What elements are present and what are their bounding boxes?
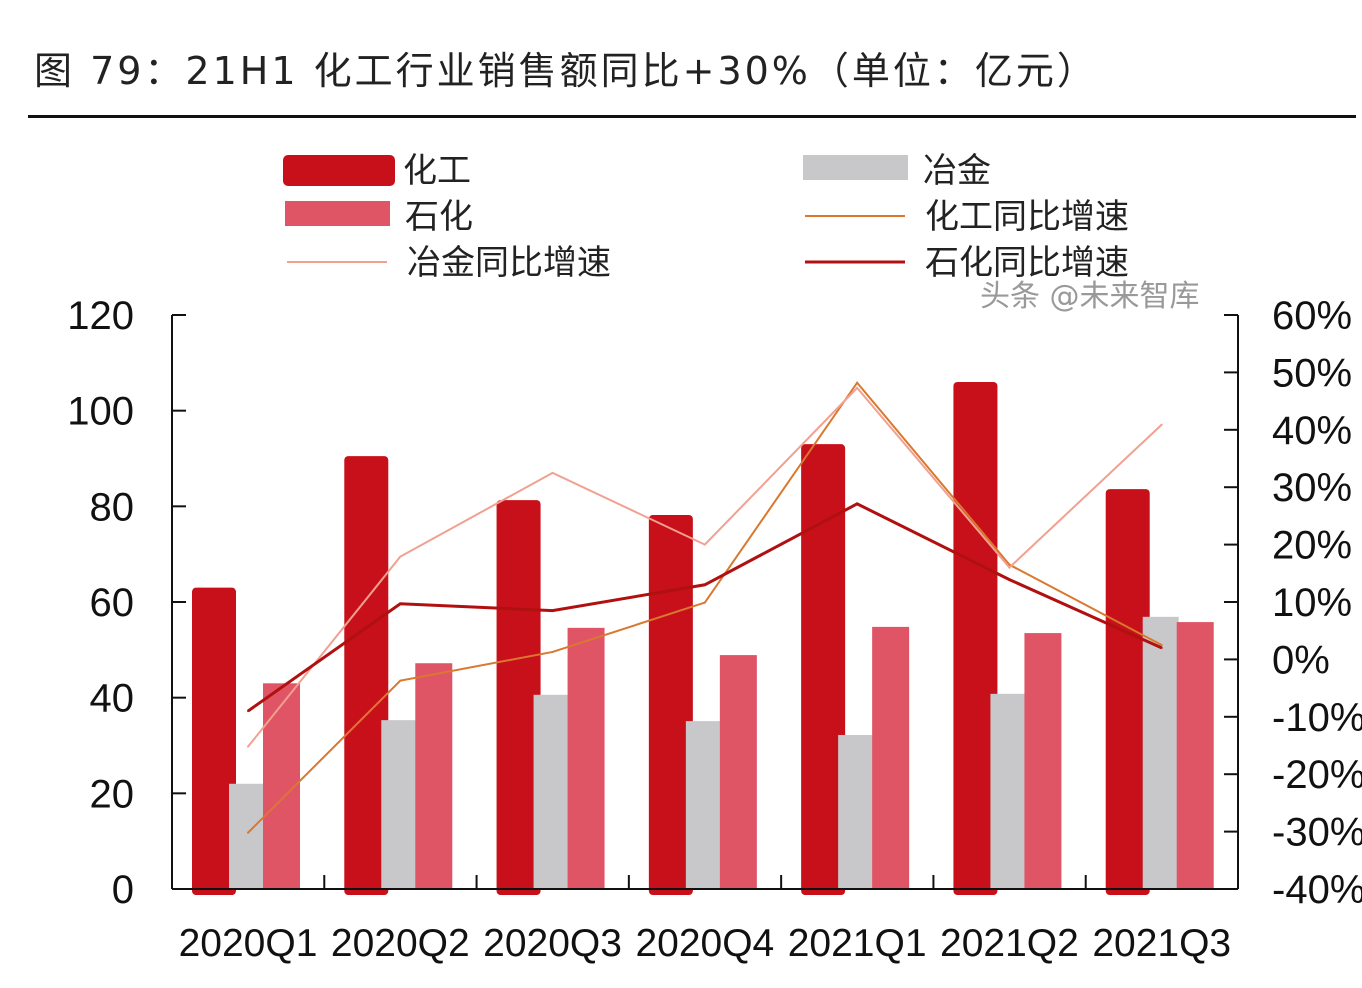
legend-swatch-石化	[285, 201, 390, 226]
x-tick-label: 2021Q1	[788, 922, 927, 965]
point-化工同比增速-2021Q1	[856, 381, 859, 384]
left-tick-label: 100	[67, 390, 134, 434]
left-tick-label: 0	[112, 868, 134, 912]
bar-化工-2020Q1	[192, 587, 236, 895]
point-冶金同比增速-2021Q2	[1008, 566, 1011, 569]
x-tick-label: 2020Q2	[331, 922, 470, 965]
point-冶金同比增速-2020Q1	[247, 745, 249, 748]
bar-石化-2021Q3	[1176, 622, 1214, 889]
bar-石化-2020Q3	[567, 627, 605, 889]
right-tick-label: 50%	[1272, 351, 1352, 395]
watermark: 头条 @未来智库	[980, 279, 1200, 314]
point-冶金同比增速-2020Q4	[703, 543, 706, 546]
x-tick-label: 2020Q3	[483, 922, 622, 965]
point-化工同比增速-2021Q3	[1160, 644, 1163, 647]
bar-冶金-2021Q3	[1142, 616, 1179, 889]
point-化工同比增速-2020Q3	[551, 650, 554, 653]
chart-title: 图 79：21H1 化工行业销售额同比+30%（单位：亿元）	[34, 49, 1098, 93]
left-tick-label: 40	[90, 677, 135, 721]
right-tick-label: 10%	[1272, 581, 1352, 625]
point-化工同比增速-2021Q2	[1008, 563, 1011, 566]
x-tick-label: 2021Q2	[940, 922, 1079, 965]
legend-label-冶金: 冶金	[923, 151, 991, 191]
right-tick-label: 60%	[1272, 294, 1352, 338]
point-化工同比增速-2020Q4	[703, 601, 706, 604]
legend-label-冶金同比增速: 冶金同比增速	[407, 243, 611, 283]
legend-label-石化同比增速: 石化同比增速	[925, 243, 1129, 283]
point-冶金同比增速-2020Q2	[399, 555, 402, 558]
left-tick-label: 120	[67, 294, 134, 338]
legend-label-石化: 石化	[405, 197, 473, 237]
x-tick-label: 2020Q4	[635, 922, 774, 965]
point-冶金同比增速-2020Q3	[551, 471, 554, 474]
bar-冶金-2020Q4	[685, 721, 722, 889]
bar-冶金-2020Q2	[381, 720, 418, 889]
right-tick-label: 40%	[1272, 409, 1352, 453]
legend-label-化工同比增速: 化工同比增速	[925, 197, 1129, 237]
bar-冶金-2021Q2	[990, 693, 1027, 889]
point-化工同比增速-2020Q1	[247, 831, 249, 834]
point-冶金同比增速-2021Q1	[856, 386, 859, 389]
legend-swatch-化工	[283, 155, 395, 186]
right-tick-label: -10%	[1272, 696, 1362, 740]
point-石化同比增速-2021Q2	[1008, 578, 1011, 581]
bar-冶金-2020Q3	[533, 694, 570, 889]
point-石化同比增速-2020Q2	[399, 602, 402, 605]
point-石化同比增速-2020Q3	[551, 609, 554, 612]
bar-石化-2020Q4	[719, 655, 757, 889]
point-石化同比增速-2021Q1	[856, 502, 859, 505]
point-化工同比增速-2020Q2	[399, 679, 402, 682]
bar-石化-2021Q2	[1024, 633, 1062, 889]
right-tick-label: 0%	[1272, 638, 1330, 682]
left-tick-label: 60	[90, 581, 135, 625]
right-tick-label: -20%	[1272, 753, 1362, 797]
right-tick-label: -40%	[1272, 868, 1362, 912]
bar-石化-2020Q2	[415, 663, 453, 889]
bar-冶金-2020Q1	[229, 783, 265, 889]
point-石化同比增速-2020Q1	[247, 710, 249, 713]
legend-swatch-冶金	[803, 155, 908, 180]
point-石化同比增速-2020Q4	[703, 583, 706, 586]
title-rule	[28, 115, 1356, 118]
x-tick-label: 2021Q3	[1092, 922, 1231, 965]
right-tick-label: 20%	[1272, 524, 1352, 568]
bar-化工-2020Q2	[344, 456, 389, 895]
bar-化工-2021Q3	[1105, 489, 1150, 895]
left-tick-label: 20	[90, 772, 135, 816]
right-tick-label: -30%	[1272, 811, 1362, 855]
legend-label-化工: 化工	[403, 151, 471, 191]
point-冶金同比增速-2021Q3	[1160, 423, 1163, 426]
x-tick-label: 2020Q1	[179, 922, 318, 965]
left-tick-label: 80	[90, 485, 135, 529]
bar-石化-2021Q1	[872, 626, 910, 889]
right-tick-label: 30%	[1272, 466, 1352, 510]
bar-化工-2020Q3	[496, 500, 541, 895]
bar-冶金-2021Q1	[838, 734, 875, 889]
bar-化工-2021Q1	[801, 444, 846, 895]
point-石化同比增速-2021Q3	[1160, 646, 1163, 649]
